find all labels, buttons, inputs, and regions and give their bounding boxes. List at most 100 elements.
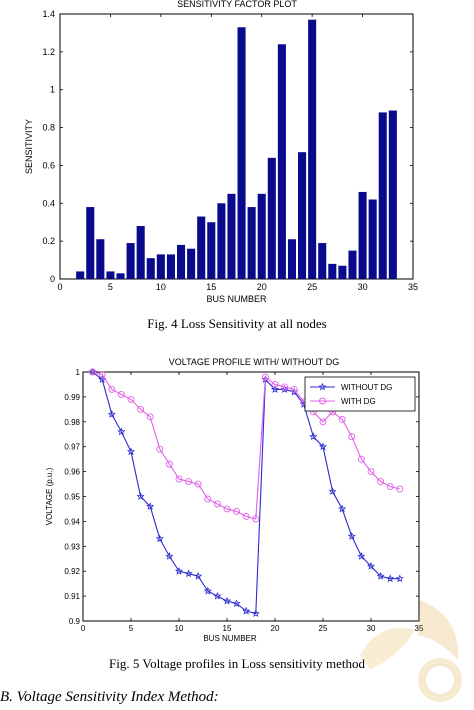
x-tick-label: 15	[223, 624, 232, 633]
x-axis-label: BUS NUMBER	[206, 294, 267, 304]
bar-bus-31	[368, 199, 377, 279]
bar-bus-4	[96, 239, 105, 279]
data-point-star	[174, 566, 184, 575]
data-point-star	[126, 447, 136, 456]
series-line-with-dg	[92, 371, 400, 520]
sensitivity-bar-chart: SENSITIVITY FACTOR PLOT 0 5 10 15 20 25 30 3500…	[24, 0, 418, 304]
data-point-star	[165, 552, 174, 560]
x-tick-label: 20	[257, 282, 267, 292]
data-point-circle	[348, 433, 356, 441]
data-point-star	[338, 504, 347, 513]
data-point-circle	[127, 395, 135, 403]
x-tick-label: 0	[81, 624, 86, 633]
legend-label: WITH DG	[341, 397, 376, 406]
data-point-circle	[242, 512, 250, 520]
data-point-star	[242, 606, 251, 615]
x-tick-label: 25	[319, 624, 328, 633]
y-tick-label: 0.6	[42, 160, 55, 170]
data-point-star	[328, 487, 337, 495]
figure-4-caption: Fig. 4 Loss Sensitivity at all nodes	[147, 316, 327, 331]
data-point-circle	[290, 385, 298, 393]
data-point-star	[155, 534, 164, 543]
series-group	[88, 367, 404, 617]
bar-bus-14	[197, 216, 206, 279]
data-point-circle	[165, 460, 173, 468]
voltage-profile-line-chart: VOLTAGE PROFILE WITH/ WITHOUT DG 0 5 10 15 2…	[45, 357, 424, 643]
y-tick-label: 0	[50, 274, 55, 284]
axis-ticks: 0 5 10 15 20 25 30 35 0.9 0.91 0.92 0.93 0.94 0.95 0.9…	[64, 368, 424, 633]
legend-label: WITHOUT DG	[341, 383, 392, 392]
y-tick-label: 0.96	[64, 468, 80, 477]
y-tick-label: 0.97	[64, 443, 80, 452]
chart-title: SENSITIVITY FACTOR PLOT	[177, 0, 297, 9]
y-tick-label: 0.99	[64, 393, 80, 402]
section-heading: B. Voltage Sensitivity Index Method:	[0, 689, 219, 705]
bar-bus-3	[86, 207, 95, 279]
data-point-circle	[137, 405, 145, 413]
data-point-star	[213, 591, 222, 600]
bar-bus-22	[277, 44, 286, 280]
data-point-circle	[261, 373, 269, 381]
data-point-star	[357, 552, 366, 560]
y-tick-label: 0.9	[69, 617, 81, 626]
bar-bus-6	[116, 273, 125, 279]
data-point-star	[184, 569, 193, 578]
x-tick-label: 15	[206, 282, 216, 292]
y-tick-label: 0.94	[64, 517, 80, 526]
data-point-star	[107, 410, 116, 418]
bar-bus-13	[187, 248, 196, 279]
data-point-star	[376, 571, 385, 580]
data-point-circle	[396, 485, 404, 493]
bar-bus-16	[217, 203, 226, 279]
data-point-circle	[367, 468, 375, 476]
y-tick-label: 0.4	[42, 198, 55, 208]
y-axis-label: VOLTAGE (p.u.)	[45, 467, 54, 525]
data-point-star	[146, 502, 155, 510]
bar-bus-29	[348, 250, 357, 279]
data-point-circle	[377, 478, 385, 486]
x-tick-label: 0	[57, 282, 62, 292]
x-tick-label: 10	[156, 282, 166, 292]
data-point-circle	[108, 385, 116, 393]
plot-frame	[59, 13, 414, 280]
data-point-circle	[338, 415, 346, 423]
bar-bus-12	[176, 244, 186, 279]
data-point-circle	[357, 455, 365, 463]
y-tick-label: 1	[76, 368, 81, 377]
data-point-star	[203, 586, 212, 595]
bar-bus-5	[106, 271, 115, 279]
data-point-circle	[146, 413, 154, 421]
bar-bus-33	[388, 110, 397, 280]
bar-bus-27	[328, 263, 337, 279]
data-point-circle	[223, 505, 231, 513]
data-point-star	[136, 492, 145, 500]
data-point-circle	[98, 371, 106, 378]
data-point-star	[270, 385, 280, 393]
data-point-star	[232, 599, 241, 608]
bar-bus-8	[136, 226, 145, 279]
y-tick-label: 0.95	[64, 493, 80, 502]
data-point-star	[318, 442, 328, 451]
legend: WITHOUT DG WITH DG	[304, 376, 416, 412]
x-tick-label: 10	[175, 624, 184, 633]
data-point-star	[117, 427, 126, 436]
data-point-circle	[233, 507, 241, 515]
data-point-circle	[185, 478, 193, 486]
bar-bus-10	[156, 254, 165, 279]
data-point-circle	[204, 495, 212, 503]
x-tick-label: 30	[358, 282, 368, 292]
x-tick-label: 20	[271, 624, 280, 633]
data-point-circle	[281, 383, 289, 391]
legend-circle-marker	[319, 397, 326, 405]
bar-bus-18	[237, 27, 246, 279]
legend-star-marker	[318, 382, 327, 391]
data-point-star	[194, 571, 203, 580]
axis-ticks: 0 5 10 15 20 25 30 35 0 0.2 0.4 0.6 0.8 1 1.2 1.4	[42, 9, 418, 292]
data-point-star	[309, 432, 318, 441]
data-point-circle	[319, 418, 327, 426]
data-point-star	[347, 532, 356, 540]
data-point-circle	[194, 480, 202, 488]
bar-bus-15	[207, 222, 216, 279]
y-tick-label: 0.8	[42, 123, 55, 133]
bar-group	[76, 19, 397, 280]
